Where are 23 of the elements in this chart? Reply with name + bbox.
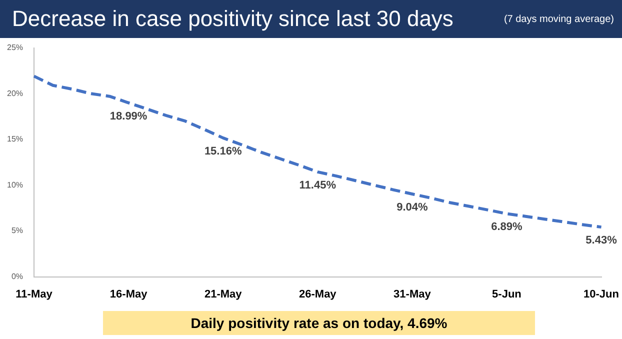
y-tick-label: 15% — [6, 134, 24, 144]
data-label: 11.45% — [299, 179, 336, 192]
x-tick-label: 16-May — [110, 288, 148, 300]
x-tick-label: 10-Jun — [584, 288, 620, 300]
x-tick-label: 21-May — [204, 288, 243, 300]
chart-title: Decrease in case positivity since last 30 days — [12, 6, 454, 32]
y-tick-label: 10% — [6, 180, 24, 190]
data-label: 5.43% — [586, 234, 618, 247]
data-label: 6.89% — [491, 221, 523, 234]
x-tick-label: 26-May — [298, 288, 338, 300]
y-tick-label: 5% — [11, 226, 24, 236]
data-label: 9.04% — [396, 202, 428, 214]
data-label: 18.99% — [110, 110, 148, 122]
text: Daily positivity rate as on today, 4.69% — [103, 311, 535, 335]
data-label: 15.16% — [204, 145, 242, 158]
chart-subtitle: (7 days moving average) — [504, 14, 614, 25]
line-series — [32, 74, 603, 229]
x-tick-label: 31-May — [394, 288, 432, 300]
x-tick-label: 5-Jun — [492, 288, 522, 300]
y-tick-label: 0% — [11, 272, 24, 282]
y-tick-label: 25% — [6, 43, 24, 52]
x-tick-label: 11-May — [16, 288, 54, 300]
y-tick-label: 20% — [6, 88, 24, 98]
